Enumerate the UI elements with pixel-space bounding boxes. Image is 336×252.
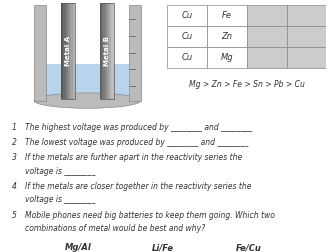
Bar <box>109 3 111 99</box>
Bar <box>247 47 287 68</box>
Text: Mg: Mg <box>220 53 233 62</box>
Bar <box>247 26 287 47</box>
Text: The lowest voltage was produced by ________ and ________: The lowest voltage was produced by _____… <box>25 138 249 147</box>
Bar <box>287 47 326 68</box>
Ellipse shape <box>34 93 141 108</box>
Bar <box>61 3 75 99</box>
Bar <box>207 5 247 26</box>
Text: The highest voltage was produced by ________ and ________: The highest voltage was produced by ____… <box>25 123 252 132</box>
Bar <box>167 5 207 26</box>
Bar <box>102 3 104 99</box>
Bar <box>66 3 68 99</box>
Bar <box>70 3 73 99</box>
Bar <box>100 3 102 99</box>
Bar <box>68 3 70 99</box>
Text: Fe: Fe <box>222 11 232 20</box>
Text: 2: 2 <box>12 138 16 147</box>
Bar <box>73 3 75 99</box>
Bar <box>207 26 247 47</box>
Bar <box>167 26 207 47</box>
Text: Mg/Al: Mg/Al <box>64 243 91 252</box>
Bar <box>287 5 326 26</box>
Bar <box>111 3 114 99</box>
Text: Cu: Cu <box>181 53 193 62</box>
Text: combinations of metal would be best and why?: combinations of metal would be best and … <box>25 224 205 233</box>
Text: Cu: Cu <box>181 11 193 20</box>
Bar <box>107 3 109 99</box>
Bar <box>167 47 207 68</box>
Bar <box>207 47 247 68</box>
Bar <box>64 3 66 99</box>
Text: 5: 5 <box>12 211 16 220</box>
Text: 4: 4 <box>12 182 16 191</box>
Bar <box>100 3 114 99</box>
Bar <box>104 3 107 99</box>
Polygon shape <box>46 64 129 101</box>
Bar <box>247 5 287 26</box>
Text: If the metals are closer together in the reactivity series the: If the metals are closer together in the… <box>25 182 252 191</box>
Text: voltage is ________: voltage is ________ <box>25 167 96 176</box>
Text: Mobile phones need big batteries to keep them going. Which two: Mobile phones need big batteries to keep… <box>25 211 275 220</box>
Bar <box>287 26 326 47</box>
Text: Cu: Cu <box>181 32 193 41</box>
Text: Zn: Zn <box>221 32 232 41</box>
Text: 3: 3 <box>12 153 16 162</box>
Bar <box>129 5 141 101</box>
Bar <box>61 3 64 99</box>
Text: voltage is ________: voltage is ________ <box>25 196 96 204</box>
Bar <box>34 5 46 101</box>
Text: Fe/Cu: Fe/Cu <box>236 243 262 252</box>
Text: Li/Fe: Li/Fe <box>152 243 174 252</box>
Text: 1: 1 <box>12 123 16 132</box>
Text: Mg > Zn > Fe > Sn > Pb > Cu: Mg > Zn > Fe > Sn > Pb > Cu <box>189 80 305 88</box>
Text: If the metals are further apart in the reactivity series the: If the metals are further apart in the r… <box>25 153 243 162</box>
Text: Metal A: Metal A <box>65 36 71 66</box>
Text: Metal B: Metal B <box>104 36 110 66</box>
